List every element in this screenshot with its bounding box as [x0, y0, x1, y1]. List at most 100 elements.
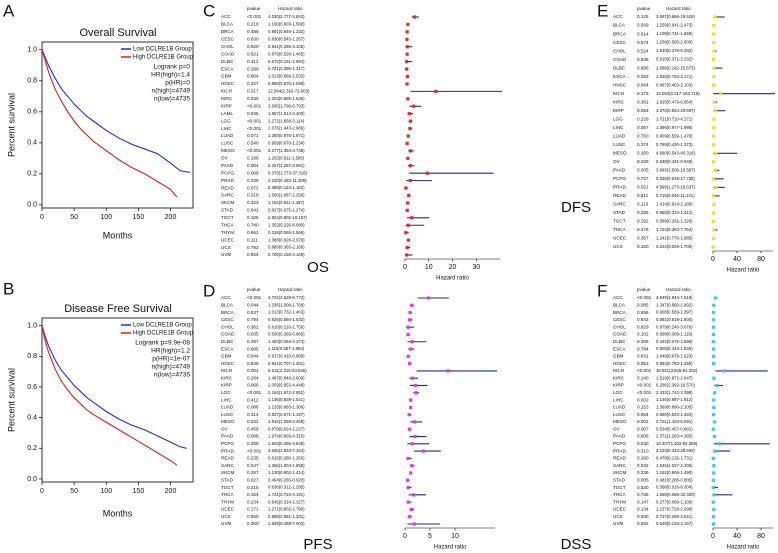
p-value: 0.305	[637, 339, 649, 344]
hazard-ratio-point	[412, 493, 416, 497]
hazard-ratio-label: 0.879(0.246-3.076)	[656, 324, 693, 329]
p-value: 0.920	[247, 44, 259, 49]
hazard-ratio-label: 3.849(1.944-7.619)	[656, 295, 693, 300]
p-value: 0.953	[637, 361, 649, 366]
row-label: HNSC	[613, 361, 627, 366]
p-value: 0.088	[247, 434, 259, 439]
row-label: PAAD	[221, 163, 234, 168]
hazard-ratio-point	[408, 179, 412, 183]
p-value: 0.047	[247, 463, 259, 468]
row-label: LIHC	[613, 125, 624, 130]
x-tick-label: 100	[100, 214, 112, 221]
p-value: 0.223	[247, 200, 259, 205]
hazard-ratio-point	[711, 413, 716, 417]
p-value: 0.524	[637, 48, 649, 53]
hazard-ratio-label: 1.686(0.182-15.673)	[656, 65, 696, 70]
y-tick-label: 0.6	[27, 384, 37, 391]
hazard-ratio-point	[409, 398, 413, 402]
survival-line	[41, 325, 187, 449]
row-label: COAD	[613, 332, 627, 337]
annotation: n(high)=4749	[152, 364, 191, 371]
row-label: KIRC	[613, 375, 625, 380]
hazard-ratio-label: 1.271(0.902-1.790)	[268, 507, 305, 512]
row-label: LIHC	[613, 397, 624, 402]
p-value: 0.017	[247, 89, 259, 94]
hazard-ratio-label: 4.702(2.529-8.773)	[268, 295, 305, 300]
p-value: 0.140	[637, 375, 649, 380]
p-value: 0.574	[637, 40, 649, 45]
hazard-ratio-label: 0.715(0.046-11.131)	[656, 193, 695, 198]
hazard-ratio-point	[711, 134, 716, 138]
p-value: 0.360	[247, 521, 259, 526]
hazard-ratio-label: 1.190(0.903-1.568)	[268, 22, 305, 27]
p-value: 0.862	[247, 230, 259, 235]
chart-title: Overall Survival	[79, 27, 156, 39]
hazard-ratio-label: 0.827(0.571-1.197)	[268, 412, 305, 417]
hazard-ratio-label: 1.540(0.378-6.282)	[656, 48, 693, 53]
row-label: CHOL	[613, 324, 626, 329]
column-header: pvalue	[247, 6, 261, 11]
hazard-ratio-point	[712, 49, 716, 53]
p-value: 0.045	[247, 111, 259, 116]
hazard-ratio-point	[713, 15, 717, 19]
hazard-ratio-point	[406, 201, 410, 205]
hazard-ratio-point	[713, 449, 717, 453]
p-value: <0.001	[247, 295, 262, 300]
p-value: 0.314	[247, 412, 259, 417]
p-value: <0.001	[247, 148, 262, 153]
annotation: HR(high)=1.2	[151, 348, 190, 355]
annotation: Logrank p=9.9e-08	[135, 340, 190, 347]
row-label: SKCM	[221, 200, 234, 205]
hazard-ratio-point	[412, 522, 416, 526]
hazard-ratio-point	[712, 32, 716, 36]
hazard-ratio-point	[405, 245, 409, 250]
row-label: ESCA	[221, 346, 234, 351]
panel-title: OS	[307, 259, 329, 276]
x-tick-label: 40	[733, 533, 741, 540]
p-value: 0.067	[637, 125, 649, 130]
hazard-ratio-label: 1.916(1.058-3.469)	[268, 419, 305, 424]
hazard-ratio-label: 0.481(0.288-0.805)	[656, 477, 693, 482]
row-label: GBM	[221, 354, 232, 359]
hazard-ratio-label: 0.889(0.365-2.166)	[268, 245, 305, 250]
p-value: 0.227	[247, 81, 259, 86]
hazard-ratio-label: 0.881(0.518-1.500)	[656, 317, 693, 322]
y-tick-label: 1.0	[27, 323, 37, 330]
row-label: PRAD	[221, 178, 234, 183]
p-value: 0.459	[247, 426, 259, 431]
hazard-ratio-label: 2.277(1.384-3.745)	[268, 148, 305, 153]
hazard-ratio-label: 2.371(1.283-4.385)	[656, 434, 693, 439]
row-label: ACC	[613, 295, 623, 300]
row-label: BRCA	[221, 29, 235, 34]
hazard-ratio-point	[406, 134, 410, 138]
p-value: 0.310	[637, 448, 649, 453]
hazard-ratio-point	[405, 37, 409, 41]
p-value: 0.793	[247, 245, 259, 250]
hazard-ratio-point	[712, 303, 716, 307]
row-label: LUAD	[221, 133, 234, 138]
row-label: SKCM	[613, 470, 626, 475]
p-value: 0.001	[247, 368, 259, 373]
hazard-ratio-label: 1.133(0.983-1.306)	[268, 404, 305, 409]
p-value: 0.831	[637, 354, 649, 359]
hazard-ratio-point	[412, 104, 416, 108]
row-label: LUAD	[613, 405, 626, 410]
row-label: CHOL	[221, 324, 234, 329]
hazard-ratio-label: 1.258(0.565-2.800)	[656, 40, 693, 45]
row-label: MESO	[613, 151, 627, 156]
p-value: 0.016	[247, 193, 259, 198]
row-label: OV	[221, 156, 229, 161]
hazard-ratio-label: 1.487(0.848-2.609)	[268, 375, 305, 380]
x-tick-label: 10	[425, 264, 433, 271]
hazard-ratio-point	[712, 40, 716, 45]
row-label: READ	[613, 193, 626, 198]
row-label: LUAD	[221, 405, 234, 410]
x-tick-label: 0	[403, 264, 407, 271]
forest-marks	[711, 15, 775, 249]
hazard-ratio-point	[711, 325, 716, 329]
x-tick-label: 0	[403, 533, 407, 540]
hazard-ratio-label: 0.368(0.016-8.304)	[656, 485, 693, 490]
p-value: 0.044	[247, 303, 259, 308]
hazard-ratio-point	[410, 464, 414, 468]
